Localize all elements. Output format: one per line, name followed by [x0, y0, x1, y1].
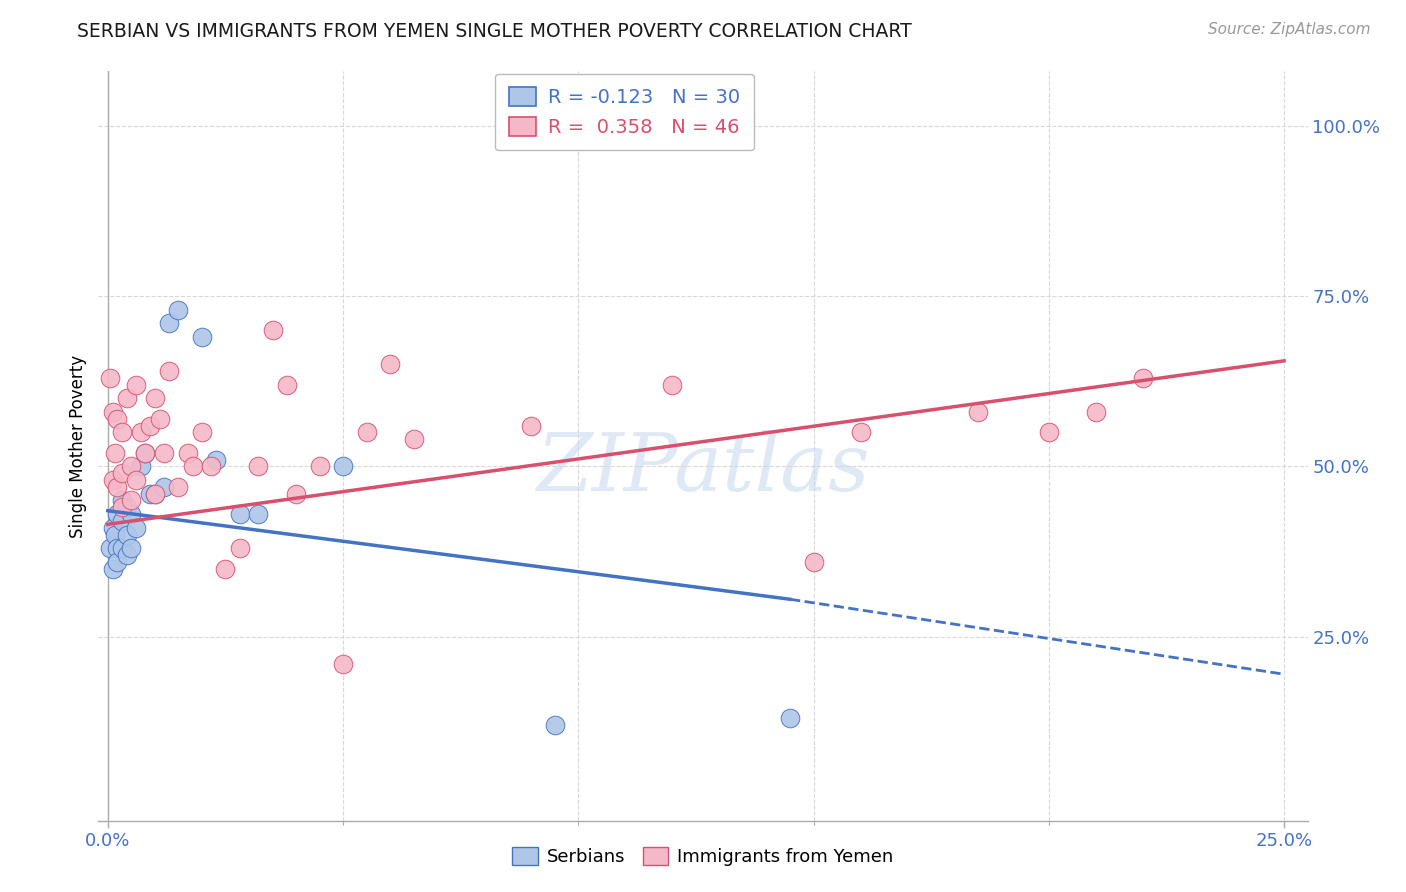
Point — [849, 425, 872, 440]
Point — [115, 500, 138, 515]
Point — [111, 493, 134, 508]
Point — [247, 459, 270, 474]
Point — [262, 323, 284, 337]
Point — [98, 541, 121, 556]
Point — [402, 432, 425, 446]
Point — [104, 527, 127, 541]
Point — [247, 507, 270, 521]
Point — [125, 377, 148, 392]
Point — [332, 459, 354, 474]
Point — [308, 459, 330, 474]
Point — [153, 480, 176, 494]
Point — [1132, 371, 1154, 385]
Point — [157, 317, 180, 331]
Point — [177, 446, 200, 460]
Point — [105, 541, 128, 556]
Point — [105, 480, 128, 494]
Point — [378, 357, 401, 371]
Point — [111, 467, 134, 481]
Point — [167, 302, 190, 317]
Point — [143, 486, 166, 500]
Point — [105, 555, 128, 569]
Point — [191, 330, 214, 344]
Point — [111, 500, 134, 515]
Point — [214, 561, 236, 575]
Point — [191, 425, 214, 440]
Point — [105, 507, 128, 521]
Point — [101, 561, 124, 575]
Point — [157, 364, 180, 378]
Point — [134, 446, 156, 460]
Y-axis label: Single Mother Poverty: Single Mother Poverty — [69, 354, 87, 538]
Point — [120, 507, 142, 521]
Point — [167, 480, 190, 494]
Point — [101, 473, 124, 487]
Point — [104, 446, 127, 460]
Point — [779, 711, 801, 725]
Text: ZIPatlas: ZIPatlas — [536, 430, 870, 508]
Point — [115, 548, 138, 562]
Point — [125, 521, 148, 535]
Point — [101, 521, 124, 535]
Point — [120, 459, 142, 474]
Point — [115, 392, 138, 406]
Point — [143, 486, 166, 500]
Point — [111, 425, 134, 440]
Point — [803, 555, 825, 569]
Point — [1038, 425, 1060, 440]
Point — [967, 405, 990, 419]
Point — [153, 446, 176, 460]
Point — [228, 507, 250, 521]
Point — [1084, 405, 1107, 419]
Point — [139, 418, 162, 433]
Point — [139, 486, 162, 500]
Point — [129, 425, 152, 440]
Point — [98, 371, 121, 385]
Text: SERBIAN VS IMMIGRANTS FROM YEMEN SINGLE MOTHER POVERTY CORRELATION CHART: SERBIAN VS IMMIGRANTS FROM YEMEN SINGLE … — [77, 22, 912, 41]
Point — [134, 446, 156, 460]
Point — [228, 541, 250, 556]
Point — [276, 377, 298, 392]
Point — [111, 514, 134, 528]
Text: Source: ZipAtlas.com: Source: ZipAtlas.com — [1208, 22, 1371, 37]
Point — [544, 718, 567, 732]
Point — [205, 452, 228, 467]
Point — [332, 657, 354, 671]
Point — [149, 411, 172, 425]
Point — [120, 493, 142, 508]
Legend: Serbians, Immigrants from Yemen: Serbians, Immigrants from Yemen — [503, 838, 903, 875]
Point — [125, 473, 148, 487]
Point — [200, 459, 222, 474]
Point — [115, 527, 138, 541]
Point — [520, 418, 543, 433]
Point — [101, 405, 124, 419]
Point — [181, 459, 204, 474]
Point — [111, 541, 134, 556]
Point — [285, 486, 308, 500]
Point — [661, 377, 683, 392]
Point — [129, 459, 152, 474]
Point — [143, 392, 166, 406]
Point — [120, 541, 142, 556]
Point — [356, 425, 378, 440]
Point — [105, 411, 128, 425]
